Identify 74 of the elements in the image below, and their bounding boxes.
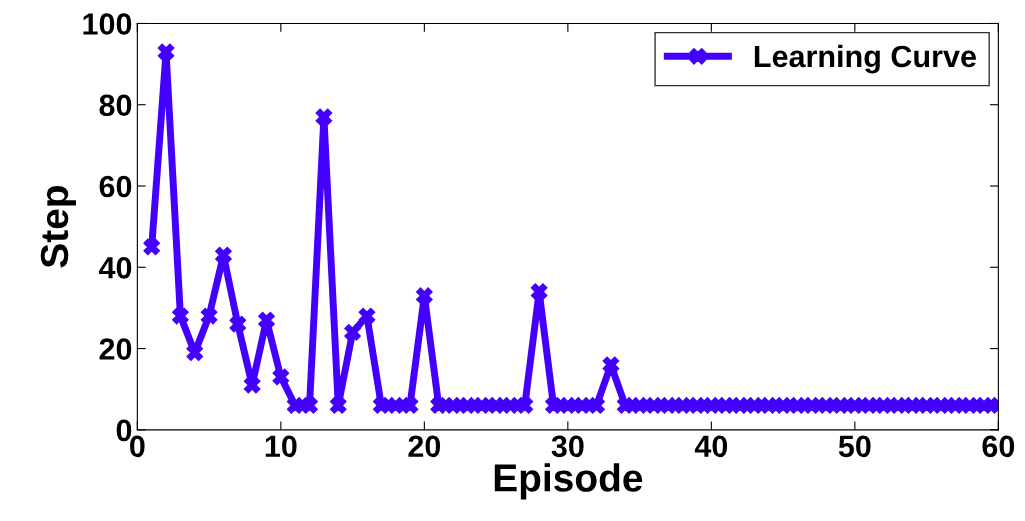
- point: [502, 397, 519, 414]
- point: [186, 344, 204, 361]
- point: [918, 397, 935, 414]
- point: [903, 397, 921, 414]
- point: [889, 397, 907, 414]
- point: [817, 397, 835, 414]
- x-tick-label: 50: [838, 435, 871, 458]
- point: [688, 397, 706, 414]
- point: [344, 323, 361, 341]
- point: [616, 397, 634, 414]
- point: [157, 43, 175, 61]
- point: [444, 397, 462, 414]
- legend-label: Learning Curve: [754, 44, 976, 74]
- point: [860, 397, 878, 414]
- point: [602, 356, 620, 374]
- point: [301, 397, 318, 414]
- x-tick-label: 20: [408, 435, 441, 458]
- point: [329, 397, 347, 414]
- point: [760, 397, 778, 414]
- point: [172, 307, 189, 325]
- y-tick-label: 80: [99, 94, 132, 117]
- point: [387, 397, 404, 414]
- point: [645, 397, 663, 414]
- point: [803, 397, 821, 414]
- x-tick-label: 60: [982, 435, 1015, 458]
- point: [459, 397, 476, 414]
- point: [961, 397, 978, 414]
- point: [674, 397, 691, 414]
- point: [789, 397, 806, 414]
- point: [731, 397, 749, 414]
- x-tick-label: 30: [551, 435, 584, 458]
- point: [932, 397, 950, 414]
- y-tick-label: 60: [99, 175, 132, 198]
- point: [559, 397, 577, 414]
- point: [215, 246, 232, 264]
- y-axis-title: Step: [40, 186, 76, 268]
- point: [746, 397, 763, 414]
- point: [430, 397, 448, 414]
- point: [487, 397, 505, 414]
- point: [946, 397, 964, 414]
- point: [315, 108, 333, 126]
- point: [358, 307, 376, 325]
- point: [717, 397, 735, 414]
- y-tick-label: 100: [83, 13, 132, 35]
- point: [530, 283, 548, 300]
- x-tick-label: 40: [694, 435, 728, 458]
- point: [200, 307, 218, 325]
- point: [774, 397, 792, 414]
- point: [372, 397, 390, 414]
- y-tick-label: 20: [99, 338, 132, 360]
- y-tick-label: 40: [98, 257, 132, 279]
- point: [516, 397, 534, 414]
- point: [659, 397, 677, 414]
- point: [473, 397, 491, 414]
- point: [258, 311, 275, 329]
- point: [229, 315, 247, 333]
- point: [588, 397, 605, 414]
- point: [545, 397, 562, 414]
- x-tick-label: 10: [265, 435, 297, 458]
- point: [143, 238, 161, 256]
- point: [243, 376, 261, 394]
- point: [703, 397, 720, 414]
- point: [573, 397, 591, 414]
- point: [875, 397, 892, 414]
- point: [416, 287, 433, 305]
- point: [286, 397, 304, 414]
- point: [401, 397, 419, 414]
- point: [975, 397, 993, 414]
- x-axis-title: Episode: [494, 463, 643, 500]
- point: [846, 397, 864, 414]
- y-tick-label: 0: [116, 419, 132, 442]
- point: [272, 368, 290, 386]
- point: [832, 397, 849, 414]
- point: [631, 397, 648, 414]
